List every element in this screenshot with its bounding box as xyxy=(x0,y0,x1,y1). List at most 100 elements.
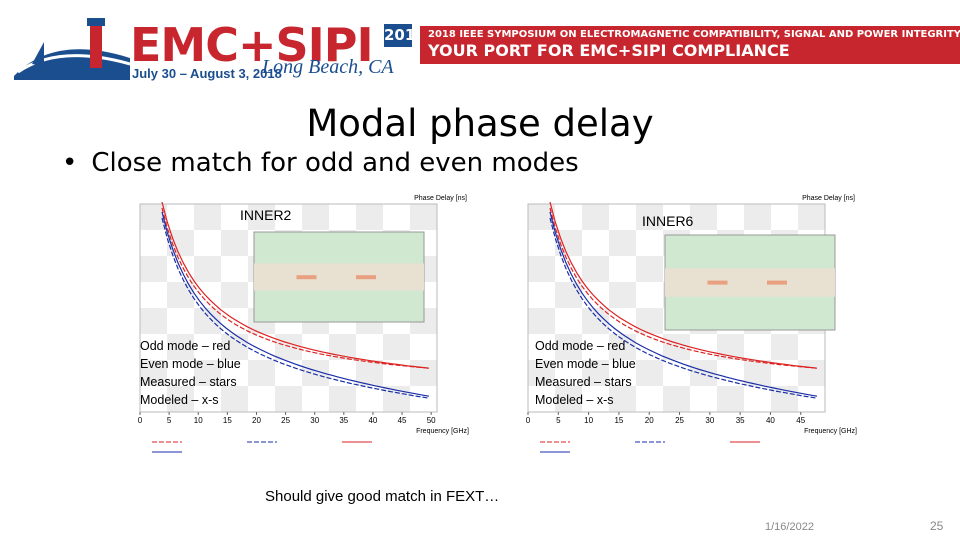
x-tick-label: 5 xyxy=(167,416,172,425)
plot-frame xyxy=(139,203,438,413)
checker xyxy=(771,334,798,360)
legend-note: Even mode – blue xyxy=(535,357,636,371)
x-tick-label: 10 xyxy=(584,416,593,425)
slide-title: Modal phase delay xyxy=(306,102,654,145)
checker xyxy=(302,204,329,230)
footer-note: Should give good match in FEXT… xyxy=(265,488,500,505)
checker xyxy=(690,204,717,230)
legend-note: Modeled – x-s xyxy=(140,393,219,407)
checker xyxy=(582,256,609,282)
checker xyxy=(140,256,167,282)
inset-trace xyxy=(707,280,728,285)
x-tick-label: 10 xyxy=(194,416,203,425)
checker xyxy=(383,334,410,360)
checker xyxy=(194,204,221,230)
x-tick-label: 0 xyxy=(526,416,531,425)
tagline: YOUR PORT FOR EMC+SIPI COMPLIANCE xyxy=(428,41,790,60)
curve xyxy=(549,207,818,369)
checker xyxy=(636,360,663,386)
x-tick-label: 15 xyxy=(614,416,623,425)
checker xyxy=(248,360,275,386)
checker xyxy=(194,360,221,386)
checker xyxy=(663,334,690,360)
checker xyxy=(221,386,248,412)
checker xyxy=(140,308,167,334)
checker xyxy=(609,230,636,256)
chart-panel: Phase Delay [ns] Frequency [GHz] 0 5 10 15 20 2… xyxy=(138,195,469,453)
date: 1/16/2022 xyxy=(765,521,814,533)
chart-panel: Phase Delay [ns] Frequency [GHz] 0 5 10 15 20 2… xyxy=(526,195,857,453)
checker xyxy=(609,282,636,308)
place: Long Beach, CA xyxy=(262,56,394,78)
checker xyxy=(221,334,248,360)
x-axis-title: Frequency [GHz] xyxy=(804,428,857,435)
curve xyxy=(161,207,430,369)
checker xyxy=(275,386,302,412)
checker xyxy=(663,386,690,412)
checker xyxy=(582,204,609,230)
x-tick-label: 50 xyxy=(427,416,436,425)
checker xyxy=(717,386,744,412)
page-number: 25 xyxy=(930,519,944,533)
checker xyxy=(167,386,194,412)
bullet-text: Close match for odd and even modes xyxy=(91,148,579,178)
checker xyxy=(356,204,383,230)
checker xyxy=(528,308,555,334)
inset-trace xyxy=(767,280,787,285)
legend-note: Measured – stars xyxy=(535,375,632,389)
red-bar xyxy=(420,26,960,64)
checker xyxy=(410,360,437,386)
checker xyxy=(555,386,582,412)
x-tick-label: 40 xyxy=(368,416,377,425)
legend-note: Measured – stars xyxy=(140,375,237,389)
checker xyxy=(798,360,825,386)
curve xyxy=(161,217,430,399)
inset-band xyxy=(665,268,835,297)
x-axis-title: Frequency [GHz] xyxy=(416,428,469,435)
checker xyxy=(221,282,248,308)
panel-label: INNER2 xyxy=(240,207,292,223)
legend-note: Odd mode – red xyxy=(535,339,625,353)
checker xyxy=(356,360,383,386)
panel-label: INNER6 xyxy=(642,213,694,229)
x-tick-label: 30 xyxy=(705,416,714,425)
inset-trace xyxy=(296,275,317,280)
checker xyxy=(636,256,663,282)
curve xyxy=(549,211,818,397)
dates: July 30 – August 3, 2018 xyxy=(132,66,282,81)
checker xyxy=(555,334,582,360)
curve xyxy=(549,217,818,399)
y-axis-title: Phase Delay [ns] xyxy=(802,195,855,202)
checker xyxy=(167,334,194,360)
x-tick-label: 0 xyxy=(138,416,143,425)
bullet: • Close match for odd and even modes xyxy=(62,148,579,178)
checker xyxy=(636,204,663,230)
x-tick-label: 45 xyxy=(398,416,407,425)
symposium: 2018 IEEE SYMPOSIUM ON ELECTROMAGNETIC C… xyxy=(428,29,960,40)
x-tick-label: 30 xyxy=(310,416,319,425)
lighthouse-logo xyxy=(14,18,130,80)
checker xyxy=(140,360,167,386)
checker xyxy=(609,386,636,412)
checker xyxy=(636,308,663,334)
checker xyxy=(194,308,221,334)
x-tick-label: 5 xyxy=(556,416,561,425)
checker xyxy=(798,204,825,230)
checker xyxy=(744,360,771,386)
banner: EMC+SIPI 2018 July 30 – August 3, 2018 L… xyxy=(0,0,960,95)
legend-note: Even mode – blue xyxy=(140,357,241,371)
checker xyxy=(275,334,302,360)
logo-year: 2018 xyxy=(384,24,426,47)
checker xyxy=(248,204,275,230)
legend-note: Modeled – x-s xyxy=(535,393,614,407)
curve xyxy=(161,211,430,397)
inset-band xyxy=(254,263,424,291)
x-tick-label: 25 xyxy=(675,416,684,425)
curve xyxy=(161,201,430,369)
curve xyxy=(549,201,818,369)
checker xyxy=(744,204,771,230)
x-tick-label: 20 xyxy=(645,416,654,425)
checker xyxy=(410,204,437,230)
checker xyxy=(221,230,248,256)
